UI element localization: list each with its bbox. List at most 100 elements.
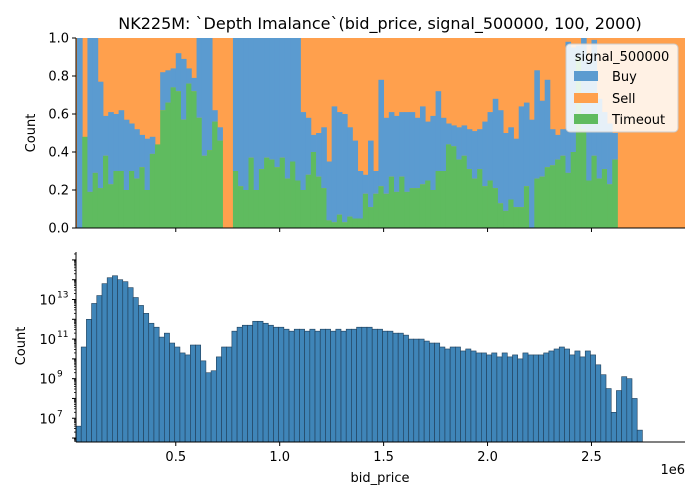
histogram-bar: [491, 352, 498, 443]
histogram-bar: [532, 354, 539, 443]
timeout-area-segment: [555, 159, 561, 228]
buy-area-segment: [404, 112, 410, 192]
histogram-bar: [309, 328, 316, 443]
histogram-bar: [418, 338, 425, 443]
buy-area-segment: [425, 121, 431, 181]
histogram-bar: [319, 328, 326, 443]
x-axis-multiplier: 1e6: [660, 463, 685, 478]
histogram-bar: [574, 350, 581, 443]
timeout-area-segment: [586, 180, 592, 228]
timeout-area-segment: [388, 176, 395, 228]
timeout-area-segment: [523, 186, 530, 228]
timeout-area-segment: [394, 191, 400, 228]
legend-frame: [565, 43, 679, 133]
timeout-area-segment: [290, 161, 296, 228]
histogram-bar: [330, 330, 337, 443]
buy-area-segment: [487, 112, 494, 181]
histogram-bar: [470, 350, 477, 443]
buy-area-segment: [607, 123, 613, 185]
timeout-area-segment: [336, 214, 343, 228]
timeout-area-segment: [362, 193, 369, 228]
timeout-area-segment: [357, 218, 364, 228]
buy-area-segment: [612, 133, 618, 160]
buy-area-segment: [497, 110, 504, 204]
timeout-area-segment: [560, 155, 566, 228]
timeout-area-segment: [503, 210, 509, 228]
buy-area-segment: [342, 114, 348, 223]
histogram-bar: [517, 358, 524, 443]
timeout-area-segment: [471, 178, 478, 228]
timeout-area-segment: [160, 110, 166, 228]
timeout-area-segment: [316, 176, 322, 228]
timeout-area-segment: [144, 190, 151, 228]
histogram-bar: [179, 352, 186, 443]
timeout-area-segment: [373, 193, 379, 228]
buy-area-segment: [461, 125, 468, 156]
buy-area-segment: [253, 38, 260, 190]
histogram-bar: [293, 328, 300, 443]
timeout-area-segment: [518, 207, 525, 228]
buy-area-segment: [310, 134, 317, 152]
histogram-bar: [169, 342, 176, 443]
buy-area-segment: [601, 112, 608, 170]
histogram-bar: [481, 352, 487, 443]
histogram-bar: [340, 330, 347, 443]
legend-title: signal_500000: [575, 50, 670, 65]
timeout-area-segment: [492, 188, 499, 228]
histogram-bar: [465, 348, 472, 443]
buy-area-segment: [544, 79, 551, 168]
timeout-area-segment: [534, 178, 540, 228]
histogram-bar: [429, 342, 435, 443]
timeout-area-segment: [508, 199, 514, 228]
timeout-area-segment: [82, 136, 88, 228]
bottom-y-tick-label: 10: [39, 294, 56, 309]
histogram-bar: [408, 338, 415, 443]
histogram-bar: [423, 340, 430, 443]
buy-area-segment: [352, 140, 359, 219]
histogram-bar: [392, 332, 399, 443]
buy-area-segment: [264, 38, 270, 158]
histogram-bar: [501, 352, 508, 443]
histogram-bar: [153, 326, 160, 443]
buy-area-segment: [217, 127, 223, 141]
histogram-bar: [564, 348, 570, 443]
histogram-bar: [621, 376, 628, 443]
buy-area-segment: [196, 38, 203, 118]
histogram-bar: [600, 374, 607, 443]
timeout-area-segment: [212, 121, 218, 228]
timeout-area-segment: [607, 184, 613, 228]
buy-area-segment: [77, 38, 83, 228]
histogram-bar: [143, 313, 150, 443]
histogram-bar: [579, 356, 586, 443]
histogram-bar: [569, 354, 576, 443]
histogram-bar: [96, 295, 103, 443]
buy-area-segment: [212, 110, 218, 122]
bottom-y-axis-label: Count: [14, 327, 29, 366]
buy-area-segment: [108, 112, 114, 185]
histogram-bar: [616, 390, 622, 443]
timeout-area-segment: [549, 165, 556, 228]
timeout-area-segment: [149, 153, 156, 228]
timeout-area-segment: [445, 144, 452, 228]
legend-label-timeout: Timeout: [611, 113, 665, 128]
histogram-bar: [605, 388, 612, 443]
histogram-bar: [553, 348, 560, 443]
buy-area-segment: [165, 70, 171, 103]
histogram-bar: [299, 328, 305, 443]
histogram-bar: [548, 350, 555, 443]
timeout-area-segment: [477, 169, 483, 228]
histogram-bar: [164, 332, 170, 443]
buy-area-segment: [419, 106, 426, 185]
histogram-bar: [190, 344, 196, 443]
histogram-bar: [278, 326, 285, 443]
buy-area-segment: [170, 68, 177, 88]
buy-area-segment: [180, 58, 187, 120]
histogram-bar: [221, 346, 227, 443]
histogram-bar: [112, 275, 118, 443]
buy-area-segment: [326, 161, 333, 221]
timeout-area-segment: [331, 222, 338, 228]
buy-area-segment: [373, 171, 379, 194]
timeout-area-segment: [129, 171, 135, 228]
timeout-area-segment: [87, 191, 94, 228]
buy-area-segment: [123, 119, 130, 190]
